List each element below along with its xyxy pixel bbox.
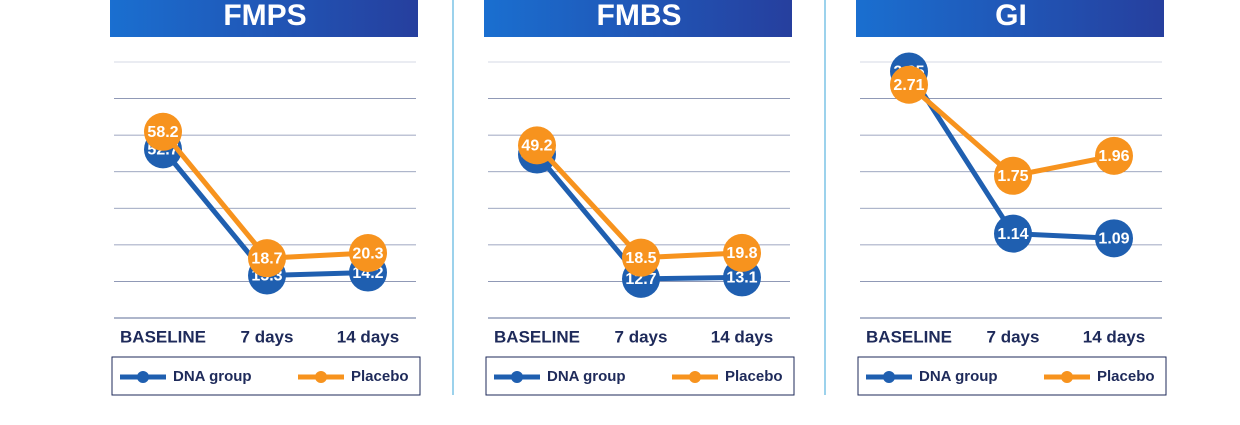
data-label: 1.09 [1098,231,1129,248]
legend-label: DNA group [919,368,998,385]
x-tick-label: 14 days [711,327,773,346]
legend-box [485,356,795,396]
marker [349,234,387,273]
legend-marker [1061,371,1073,383]
data-label: 1.14 [997,226,1028,243]
marker [994,214,1032,253]
legend-label: DNA group [547,368,626,385]
x-tick-label: BASELINE [120,327,206,346]
marker [1095,136,1133,175]
marker [994,156,1032,195]
legend-box [111,356,421,396]
data-label: 19.8 [726,245,757,262]
chart-title: FMPS [223,0,306,32]
x-tick-label: 7 days [615,327,668,346]
chart-title: FMBS [597,0,682,32]
x-tick-label: 14 days [1083,327,1145,346]
marker [144,112,182,151]
data-label: 1.75 [997,168,1028,185]
data-label: 20.3 [352,245,383,262]
marker [723,233,761,272]
x-tick-label: 14 days [337,327,399,346]
legend-marker [511,371,523,383]
data-label: 13.1 [726,270,757,287]
data-label: 58.2 [147,124,178,141]
x-tick-label: 7 days [241,327,294,346]
x-tick-label: 7 days [987,327,1040,346]
legend-marker [315,371,327,383]
legend-marker [137,371,149,383]
marker [248,239,286,278]
data-label: 1.96 [1098,148,1129,165]
series-line [906,70,1115,241]
data-label: 2.71 [893,77,924,94]
header [856,0,1164,37]
legend-box [857,356,1167,396]
data-label: 49.2 [521,138,552,155]
legend-label: Placebo [351,368,409,385]
header [484,0,792,37]
data-label: 18.5 [625,250,656,267]
marker [1095,219,1133,258]
data-label: 18.7 [251,250,282,267]
header [110,0,418,37]
marker [518,126,556,165]
chart-title: GI [995,0,1027,32]
marker [890,65,928,104]
legend-label: DNA group [173,368,252,385]
x-tick-label: BASELINE [494,327,580,346]
marker [622,238,660,277]
x-tick-label: BASELINE [866,327,952,346]
series-line [161,130,369,261]
legend-label: Placebo [725,368,783,385]
legend-marker [689,371,701,383]
legend-label: Placebo [1097,368,1155,385]
legend-marker [883,371,895,383]
data-label: 12.7 [625,271,656,288]
